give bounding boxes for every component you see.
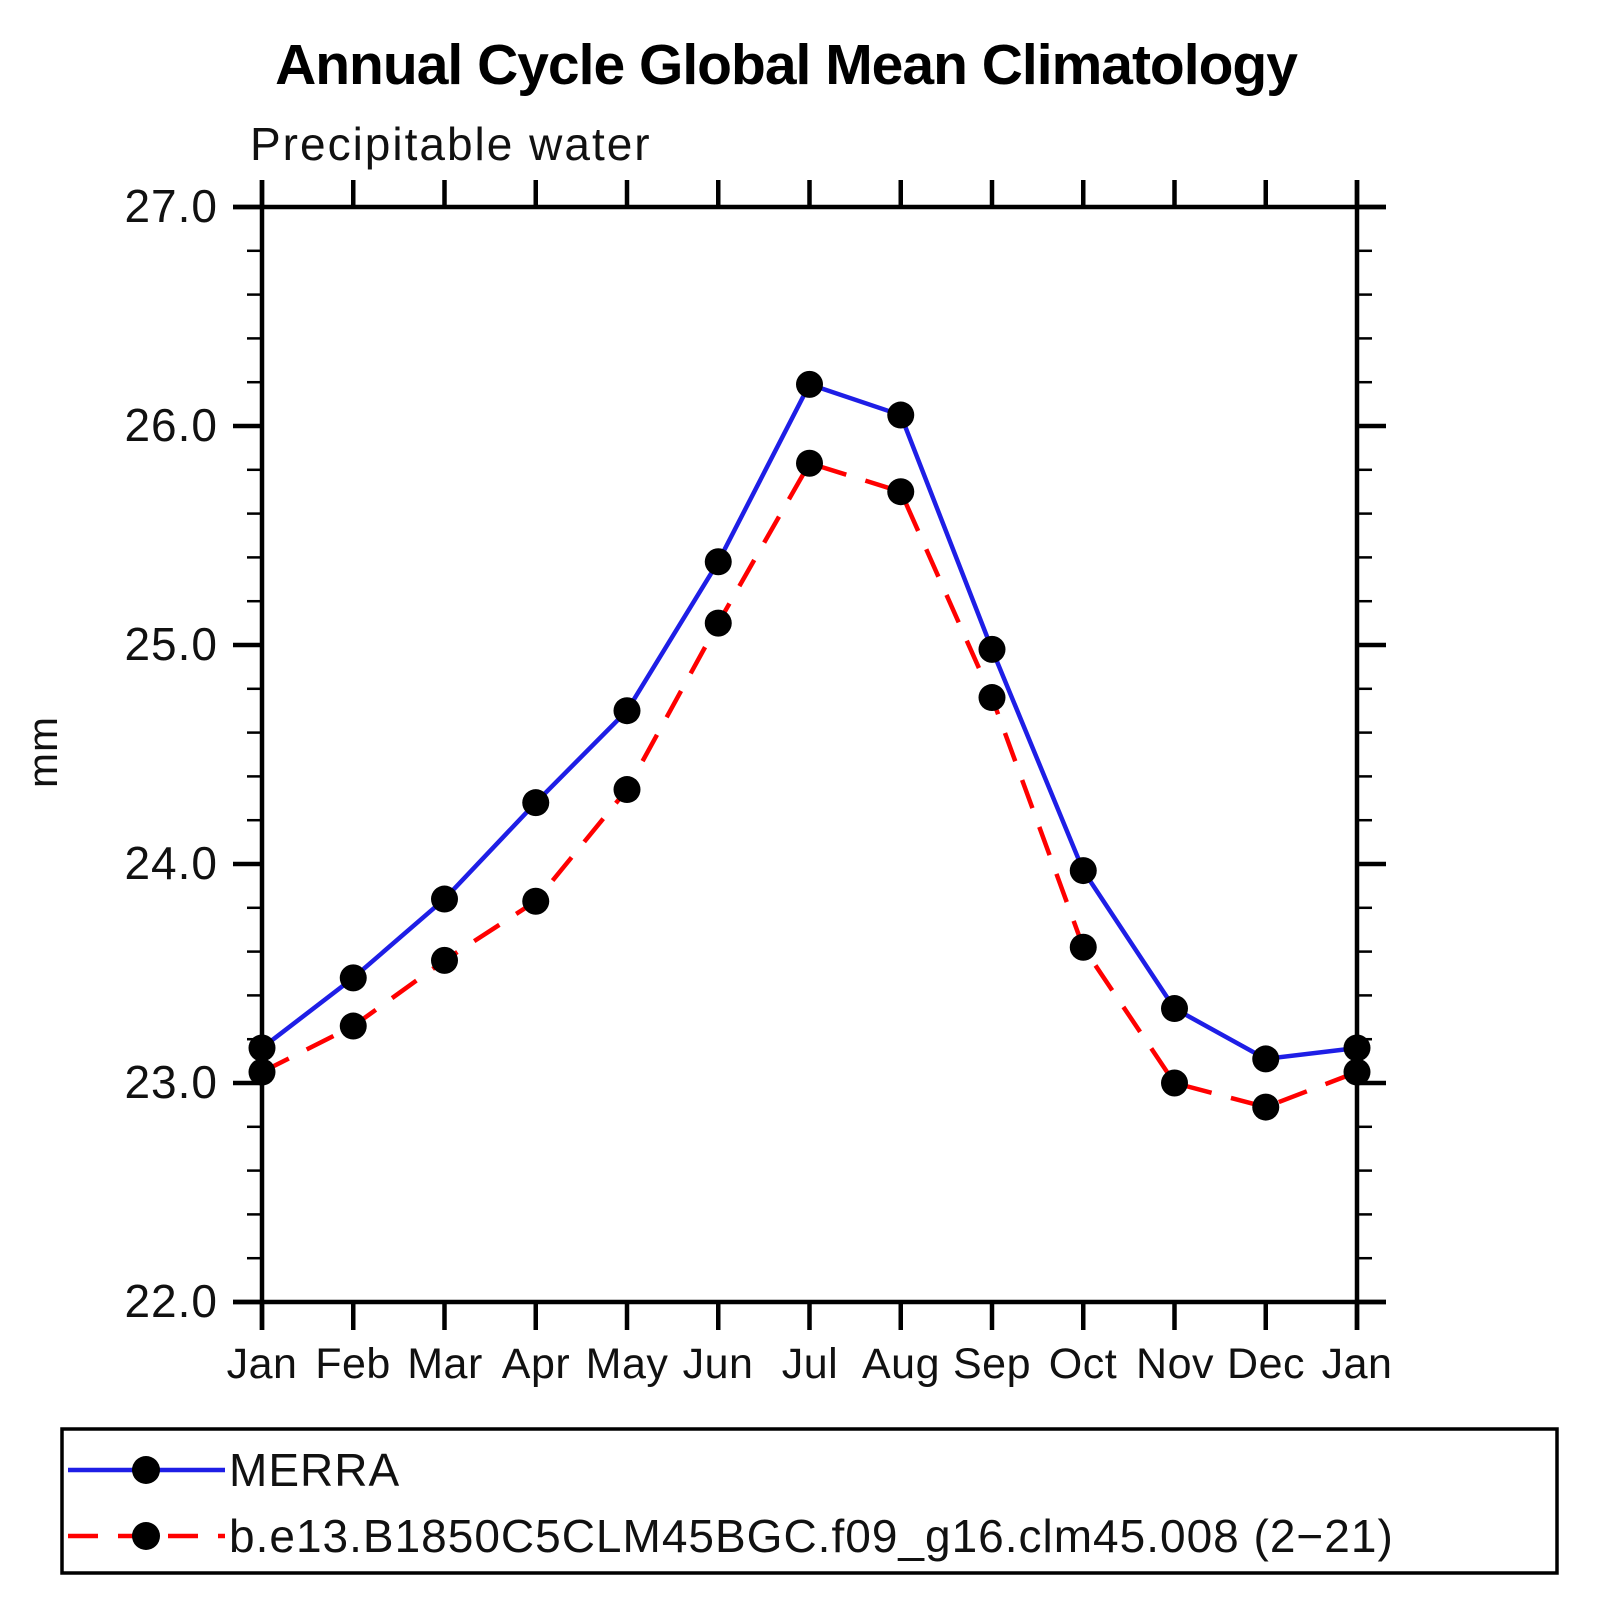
data-point-marker (248, 1058, 276, 1086)
x-tick-label: Mar (407, 1340, 483, 1388)
data-point-marker (1069, 857, 1097, 885)
y-tick-label: 25.0 (124, 618, 218, 670)
x-tick-label: Jan (227, 1340, 298, 1388)
data-point-marker (431, 946, 458, 974)
data-point-marker (887, 478, 915, 506)
legend-box (60, 1427, 1559, 1575)
y-tick-label: 27.0 (124, 180, 218, 232)
series-line-merra (260, 381, 1358, 1062)
y-tick-label: 23.0 (124, 1056, 218, 1108)
data-point-marker (431, 885, 458, 913)
chart-title: Annual Cycle Global Mean Climatology (275, 33, 1298, 97)
data-point-marker (248, 1034, 276, 1062)
data-point-marker (704, 609, 732, 637)
data-point-marker (1252, 1045, 1280, 1073)
data-point-marker (1252, 1093, 1280, 1121)
data-point-marker (339, 964, 367, 992)
x-tick-label: Jul (782, 1340, 838, 1388)
data-point-marker (887, 401, 915, 429)
y-axis-title: mm (19, 716, 66, 788)
series-line-model (260, 460, 1358, 1110)
data-point-marker (613, 776, 641, 804)
data-point-marker (1343, 1034, 1371, 1062)
y-tick-label: 22.0 (124, 1275, 218, 1327)
data-point-marker (1343, 1058, 1371, 1086)
legend-marker-model (132, 1522, 160, 1550)
data-point-marker (796, 449, 823, 477)
y-tick-label: 26.0 (124, 399, 218, 451)
data-point-marker (613, 697, 641, 725)
plot-area (233, 180, 1386, 1330)
x-tick-label: Feb (315, 1340, 391, 1388)
data-point-marker (704, 548, 732, 576)
x-tick-label: Aug (862, 1340, 940, 1388)
x-tick-label: Dec (1227, 1340, 1305, 1388)
chart-subtitle: Precipitable water (250, 118, 652, 170)
legend-marker-merra (132, 1456, 160, 1484)
data-point-marker (978, 684, 1006, 712)
data-point-marker (796, 370, 823, 398)
legend-label-merra: MERRA (229, 1444, 400, 1496)
data-point-marker (1161, 995, 1188, 1023)
x-tick-label: Oct (1049, 1340, 1117, 1388)
data-point-marker (978, 635, 1006, 663)
x-tick-label: Apr (502, 1340, 570, 1388)
data-point-marker (1161, 1069, 1188, 1097)
x-tick-label: Jan (1322, 1340, 1393, 1388)
x-tick-label: May (586, 1340, 669, 1388)
legend-label-model: b.e13.B1850C5CLM45BGC.f09_g16.clm45.008 … (229, 1510, 1394, 1562)
y-tick-label: 24.0 (124, 837, 218, 889)
x-tick-label: Jun (683, 1340, 754, 1388)
data-point-marker (1069, 933, 1097, 961)
data-point-marker (522, 887, 550, 915)
x-tick-label: Nov (1136, 1340, 1214, 1388)
data-point-marker (522, 789, 550, 817)
data-point-marker (339, 1012, 367, 1040)
x-tick-label: Sep (953, 1340, 1031, 1388)
